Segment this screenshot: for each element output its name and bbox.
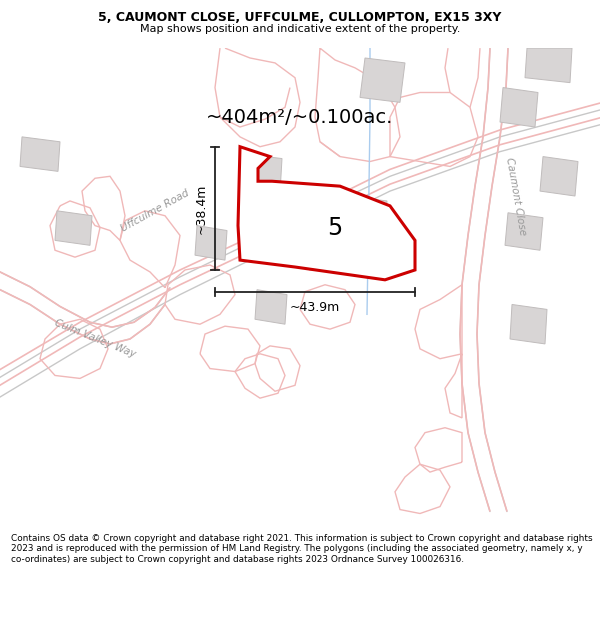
Text: Map shows position and indicative extent of the property.: Map shows position and indicative extent… <box>140 24 460 34</box>
Text: Contains OS data © Crown copyright and database right 2021. This information is : Contains OS data © Crown copyright and d… <box>11 534 592 564</box>
Text: Caumont Close: Caumont Close <box>504 156 528 236</box>
Polygon shape <box>540 157 578 196</box>
Text: 5: 5 <box>328 216 343 239</box>
Polygon shape <box>500 88 538 127</box>
Polygon shape <box>55 211 92 246</box>
Polygon shape <box>360 58 405 102</box>
Polygon shape <box>345 196 387 236</box>
Text: Culm Valley Way: Culm Valley Way <box>53 318 137 360</box>
Text: 5, CAUMONT CLOSE, UFFCULME, CULLOMPTON, EX15 3XY: 5, CAUMONT CLOSE, UFFCULME, CULLOMPTON, … <box>98 11 502 24</box>
Polygon shape <box>510 304 547 344</box>
Polygon shape <box>525 48 572 82</box>
Polygon shape <box>195 226 227 260</box>
Polygon shape <box>255 290 287 324</box>
Text: Uffculme Road: Uffculme Road <box>119 188 191 234</box>
Text: ~404m²/~0.100ac.: ~404m²/~0.100ac. <box>206 107 394 127</box>
Text: ~38.4m: ~38.4m <box>194 183 208 234</box>
Polygon shape <box>240 154 282 193</box>
Polygon shape <box>20 137 60 171</box>
Text: ~43.9m: ~43.9m <box>290 301 340 314</box>
Polygon shape <box>505 213 543 250</box>
Polygon shape <box>238 147 415 280</box>
